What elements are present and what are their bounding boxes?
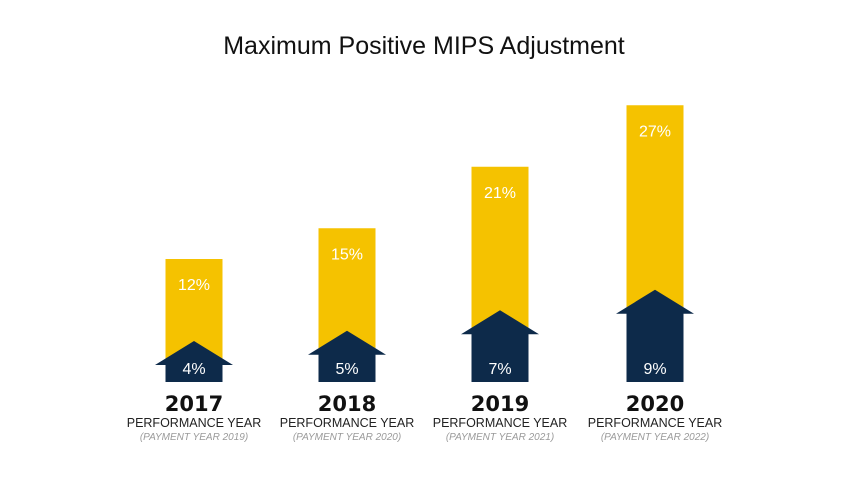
base-adjustment-arrow-2018: [308, 330, 386, 382]
max-adjustment-value-2018: 15%: [331, 246, 363, 263]
max-adjustment-value-2017: 12%: [178, 277, 210, 294]
base-adjustment-value-2018: 5%: [335, 361, 358, 378]
year-label-2018: 2018: [318, 392, 376, 416]
base-adjustment-value-2020: 9%: [643, 361, 666, 378]
year-label-2019: 2019: [471, 392, 529, 416]
performance-year-label: PERFORMANCE YEAR: [588, 416, 723, 430]
chart-title: Maximum Positive MIPS Adjustment: [223, 32, 625, 60]
base-adjustment-arrow-2019: [461, 310, 539, 382]
payment-year-label: (PAYMENT YEAR 2020): [293, 432, 401, 443]
year-label-2017: 2017: [165, 392, 223, 416]
payment-year-label: (PAYMENT YEAR 2021): [446, 432, 554, 443]
base-adjustment-arrow-2017: [155, 341, 233, 382]
payment-year-label: (PAYMENT YEAR 2022): [601, 432, 709, 443]
performance-year-label: PERFORMANCE YEAR: [433, 416, 568, 430]
max-adjustment-value-2019: 21%: [484, 185, 516, 202]
base-adjustment-value-2017: 4%: [182, 361, 205, 378]
performance-year-label: PERFORMANCE YEAR: [127, 416, 262, 430]
payment-year-label: (PAYMENT YEAR 2019): [140, 432, 248, 443]
base-adjustment-value-2019: 7%: [488, 361, 511, 378]
performance-year-label: PERFORMANCE YEAR: [280, 416, 415, 430]
year-label-2020: 2020: [626, 392, 684, 416]
max-adjustment-value-2020: 27%: [639, 123, 671, 140]
base-adjustment-arrow-2020: [616, 289, 694, 382]
